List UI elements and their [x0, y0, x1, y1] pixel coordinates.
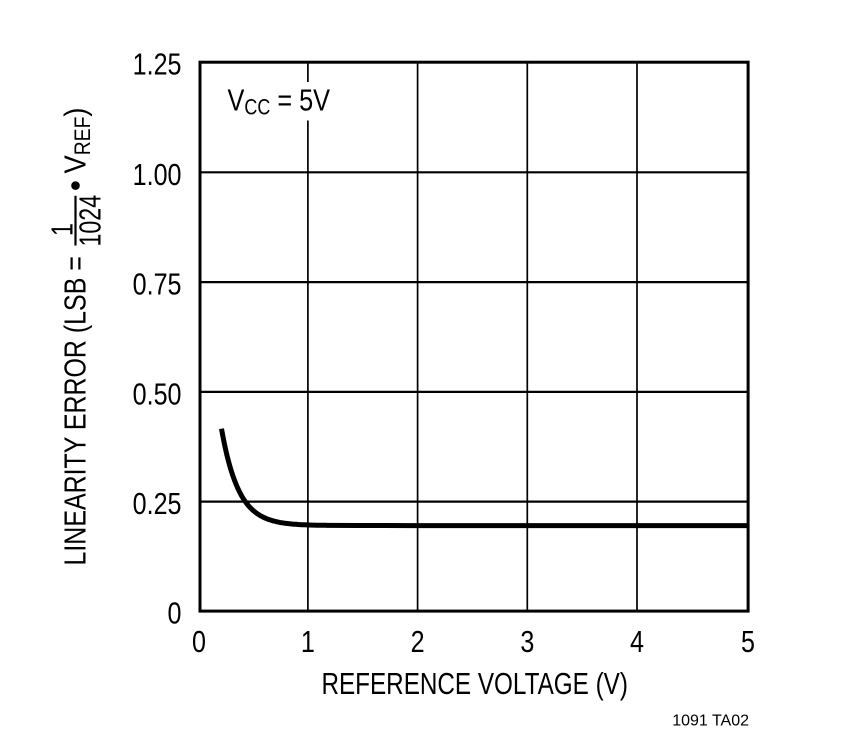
svg-text:0.50: 0.50 [133, 376, 182, 411]
svg-text:1091 TA02: 1091 TA02 [672, 713, 749, 730]
svg-text:0: 0 [192, 623, 206, 658]
svg-text:0.25: 0.25 [133, 486, 182, 521]
svg-text:VCC = 5V: VCC = 5V [228, 82, 331, 120]
svg-text:0: 0 [168, 595, 182, 630]
svg-text:1.00: 1.00 [133, 156, 182, 191]
svg-text:LINEARITY ERROR (LSB =: LINEARITY ERROR (LSB = [58, 256, 92, 565]
svg-text:REFERENCE VOLTAGE (V): REFERENCE VOLTAGE (V) [321, 666, 627, 701]
svg-text:1: 1 [44, 223, 79, 236]
svg-text:1.25: 1.25 [133, 46, 182, 81]
svg-text:2: 2 [411, 623, 425, 658]
svg-text:1: 1 [301, 623, 315, 658]
svg-text:4: 4 [630, 623, 644, 658]
svg-text:0.75: 0.75 [133, 266, 182, 301]
svg-text:5: 5 [741, 623, 755, 658]
svg-text:1024: 1024 [72, 195, 107, 247]
svg-text:3: 3 [520, 623, 534, 658]
